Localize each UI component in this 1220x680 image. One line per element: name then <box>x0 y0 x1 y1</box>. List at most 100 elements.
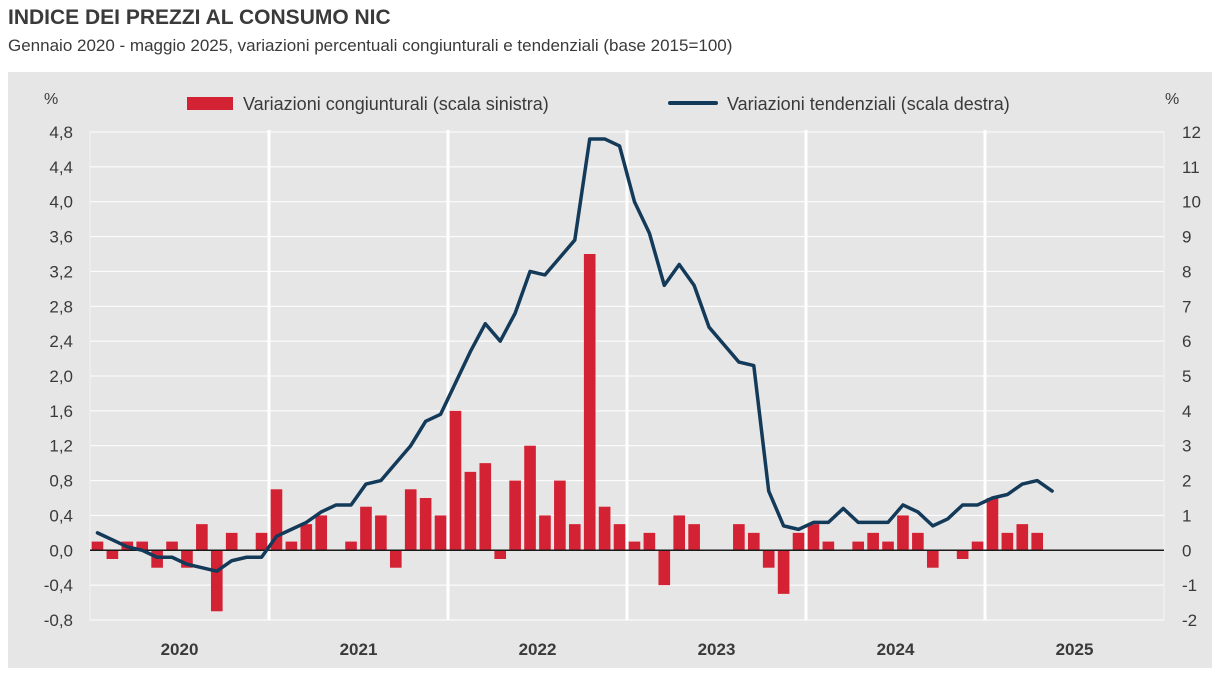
right-tick-label: 6 <box>1182 332 1191 351</box>
bar-congiunturale <box>882 541 894 551</box>
bar-congiunturale <box>628 541 641 551</box>
bar-congiunturale <box>106 550 119 559</box>
right-tick-label: 4 <box>1182 402 1191 421</box>
left-tick-label: 3,2 <box>49 262 73 281</box>
bar-congiunturale <box>912 532 924 551</box>
bar-congiunturale <box>688 524 700 551</box>
right-tick-label: 8 <box>1182 262 1191 281</box>
right-tick-label: -2 <box>1182 611 1197 630</box>
bar-congiunturale <box>852 541 865 551</box>
legend-label-line: Variazioni tendenziali (scala destra) <box>727 94 1010 114</box>
bar-congiunturale <box>389 550 402 568</box>
right-tick-label: 11 <box>1182 158 1200 177</box>
right-axis-unit: % <box>1165 91 1179 108</box>
bar-congiunturale <box>1001 532 1014 551</box>
bar-congiunturale <box>539 515 551 551</box>
left-tick-label: 1,2 <box>49 437 73 456</box>
bar-congiunturale <box>225 532 238 551</box>
x-year-label: 2023 <box>698 640 736 659</box>
bar-congiunturale <box>345 541 357 551</box>
left-tick-label: 0,4 <box>49 506 73 525</box>
bar-congiunturale <box>464 471 477 551</box>
bar-congiunturale <box>971 541 984 551</box>
bar-congiunturale <box>568 524 581 551</box>
bar-congiunturale <box>509 480 521 551</box>
legend-swatch-bar <box>187 97 233 110</box>
right-tick-label: -1 <box>1182 576 1197 595</box>
bar-congiunturale <box>762 550 775 568</box>
bar-congiunturale <box>658 550 671 586</box>
bar-congiunturale <box>1016 524 1029 551</box>
bar-congiunturale <box>524 445 536 551</box>
x-year-label: 2024 <box>877 640 915 659</box>
right-tick-label: 12 <box>1182 123 1201 142</box>
x-year-label: 2025 <box>1056 640 1094 659</box>
bar-congiunturale <box>181 550 193 568</box>
bar-congiunturale <box>777 550 790 594</box>
bar-congiunturale <box>792 532 805 551</box>
bar-congiunturale <box>300 524 313 551</box>
left-tick-label: 4,8 <box>49 123 73 142</box>
right-tick-label: 1 <box>1182 506 1191 525</box>
bar-congiunturale <box>375 515 387 551</box>
x-year-label: 2020 <box>161 640 199 659</box>
left-tick-label: 2,8 <box>49 297 73 316</box>
bar-congiunturale <box>733 524 745 551</box>
bar-congiunturale <box>807 524 820 551</box>
bar-congiunturale <box>404 489 417 551</box>
bar-congiunturale <box>210 550 223 612</box>
bar-congiunturale <box>554 480 566 551</box>
right-tick-label: 2 <box>1182 472 1191 491</box>
left-tick-label: 2,0 <box>49 367 73 386</box>
right-tick-label: 0 <box>1182 541 1191 560</box>
right-tick-label: 10 <box>1182 193 1201 212</box>
bar-congiunturale <box>285 541 298 551</box>
bar-congiunturale <box>897 515 909 551</box>
x-year-label: 2021 <box>340 640 378 659</box>
right-tick-label: 5 <box>1182 367 1191 386</box>
left-tick-label: 3,6 <box>49 228 73 247</box>
bar-congiunturale <box>956 550 969 559</box>
bar-congiunturale <box>449 410 462 551</box>
bar-congiunturale <box>419 498 432 551</box>
right-tick-label: 3 <box>1182 437 1191 456</box>
bar-congiunturale <box>867 532 879 551</box>
left-axis-unit: % <box>44 91 58 108</box>
chart-subtitle: Gennaio 2020 - maggio 2025, variazioni p… <box>8 36 733 55</box>
bar-congiunturale <box>1031 532 1044 551</box>
bar-congiunturale <box>613 524 626 551</box>
bar-congiunturale <box>360 506 372 551</box>
x-year-label: 2022 <box>519 640 557 659</box>
left-tick-label: 1,6 <box>49 402 73 421</box>
left-tick-label: 4,0 <box>49 193 73 212</box>
left-tick-label: -0,8 <box>44 611 73 630</box>
bar-congiunturale <box>986 498 999 551</box>
line-tendenziale <box>95 137 1054 573</box>
left-tick-label: -0,4 <box>44 576 73 595</box>
bar-congiunturale <box>479 463 492 551</box>
bar-congiunturale <box>583 254 596 551</box>
bar-congiunturale <box>136 541 149 551</box>
bar-congiunturale <box>270 489 283 551</box>
right-tick-label: 9 <box>1182 228 1191 247</box>
left-tick-label: 4,4 <box>49 158 73 177</box>
bar-congiunturale <box>196 524 208 551</box>
left-tick-label: 0,0 <box>49 541 73 560</box>
bar-congiunturale <box>255 532 268 551</box>
left-tick-label: 0,8 <box>49 472 73 491</box>
left-tick-label: 2,4 <box>49 332 73 351</box>
bar-congiunturale <box>747 532 760 551</box>
legend-label-bar: Variazioni congiunturali (scala sinistra… <box>243 94 549 114</box>
bar-congiunturale <box>91 541 104 551</box>
right-tick-label: 7 <box>1182 297 1191 316</box>
bar-congiunturale <box>598 506 611 551</box>
bar-congiunturale <box>673 515 686 551</box>
bar-congiunturale <box>166 541 178 551</box>
bar-congiunturale <box>434 515 447 551</box>
bar-congiunturale <box>315 515 328 551</box>
chart-panel <box>8 72 1212 668</box>
chart-title: INDICE DEI PREZZI AL CONSUMO NIC <box>8 6 391 29</box>
bar-congiunturale <box>494 550 507 559</box>
